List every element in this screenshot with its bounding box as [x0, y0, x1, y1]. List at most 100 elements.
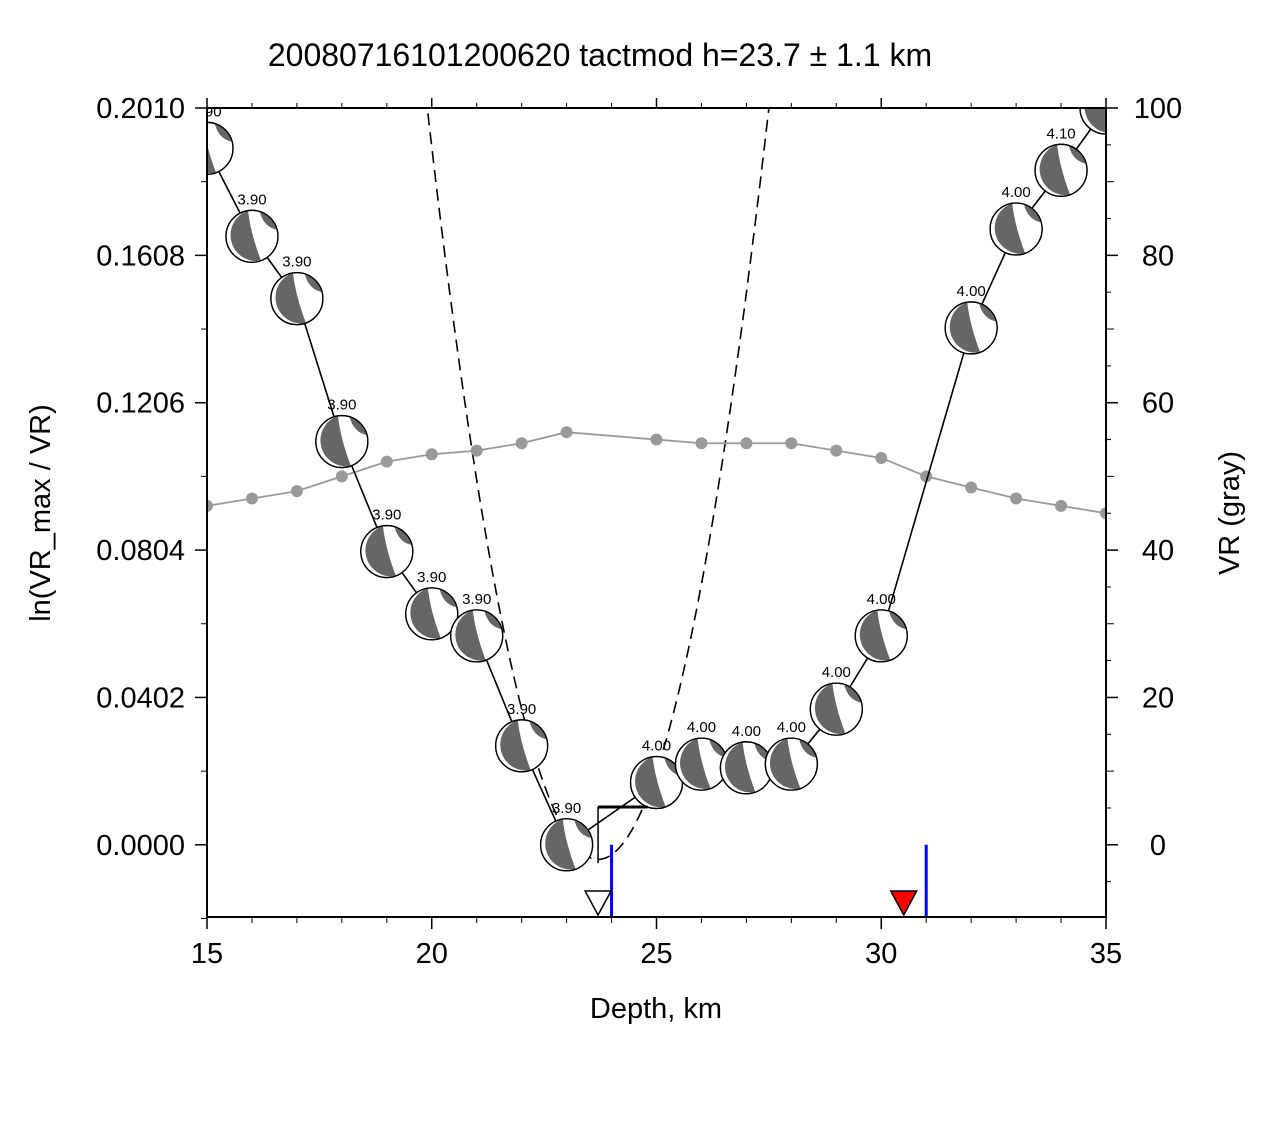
vr-point: [785, 437, 798, 450]
beachball: 4.00: [989, 184, 1043, 256]
magnitude-label: 3.90: [552, 800, 581, 817]
x-tick-label: 20: [416, 938, 448, 970]
misfit-series: 3.90 3.90 3.90 3.90 3.90 3.90 3.90 3.90 3.90 4.00…: [192, 103, 1106, 872]
beachball-border: [764, 737, 818, 791]
y-tick-label-left: 0.1206: [96, 388, 185, 420]
y-tick-label-left: 0.1608: [96, 240, 185, 272]
best-depth-triangle: [583, 890, 613, 917]
magnitude-label: 3.90: [507, 701, 536, 718]
beachball-quadrant: [680, 738, 711, 789]
beachball-quadrant: [259, 211, 278, 230]
beachball: 3.90: [495, 701, 549, 773]
beachball-quadrant: [574, 820, 592, 839]
beachball-border: [854, 609, 908, 663]
beachball: 4.00: [809, 664, 863, 736]
beachball: 4.00: [854, 591, 908, 663]
beachball-quadrant: [545, 819, 576, 870]
beachball: 4.00: [719, 723, 774, 795]
magnitude-label: 4.00: [822, 664, 851, 681]
beachball-quadrant: [844, 684, 862, 703]
magnitude-label: 3.90: [417, 569, 446, 586]
beachball: 3.90: [360, 507, 414, 579]
beachball: 3.90: [270, 254, 324, 326]
magnitude-label: 4.00: [1001, 184, 1030, 201]
beachball-quadrant: [635, 756, 666, 808]
vr-point: [290, 485, 303, 498]
beachball-border: [360, 524, 414, 579]
beachball: 4.00: [674, 719, 729, 791]
vr-series: [207, 426, 1106, 520]
beachball-quadrant: [214, 123, 233, 142]
vr-point: [425, 448, 438, 461]
beachball: 3.90: [192, 103, 234, 175]
x-tick-label: 30: [865, 938, 897, 970]
depth-markers: [583, 805, 928, 917]
beachball-quadrant: [304, 273, 323, 293]
beachball-quadrant: [1039, 144, 1071, 196]
beachball-quadrant: [230, 210, 262, 262]
beachball: 4.10: [1034, 125, 1088, 197]
x-tick-label: 25: [640, 938, 672, 970]
beachball-border: [495, 719, 549, 773]
beachball-border: [809, 682, 863, 736]
beachball-border: [539, 818, 594, 872]
vr-point: [830, 444, 843, 457]
y-tick-label-right: 80: [1142, 240, 1174, 272]
magnitude-label: 4.00: [732, 723, 761, 740]
magnitude-label: 3.90: [372, 507, 401, 524]
magnitude-label: 4.00: [687, 719, 716, 736]
beachball-quadrant: [949, 302, 981, 353]
beachball-quadrant: [889, 611, 907, 630]
beachball: 4.00: [764, 719, 818, 791]
beachball: 3.90: [539, 800, 594, 872]
beachball-quadrant: [799, 739, 817, 758]
beachball-quadrant: [859, 610, 891, 661]
beachball-border: [989, 202, 1043, 256]
beachball-quadrant: [1023, 204, 1042, 223]
beachball: 4.00: [944, 283, 998, 355]
beachball-quadrant: [275, 272, 306, 324]
y-tick-label-left: 0.2010: [96, 93, 185, 125]
chart-title: 20080716101200620 tactmod h=23.7 ± 1.1 k…: [268, 37, 932, 73]
beachball-quadrant: [455, 610, 486, 661]
y-tick-label-right: 40: [1142, 535, 1174, 567]
magnitude-label: 3.90: [462, 591, 491, 608]
beachball: 3.90: [225, 191, 279, 263]
vr-point: [965, 481, 978, 494]
magnitude-label: 4.00: [777, 719, 806, 736]
y-tick-label-left: 0.0804: [96, 535, 185, 567]
beachball-border: [1034, 143, 1088, 197]
magnitude-label: 4.00: [642, 737, 671, 754]
vr-point: [875, 451, 888, 464]
vr-point: [335, 470, 348, 483]
beachball-quadrant: [769, 738, 801, 789]
vr-point: [740, 437, 753, 450]
beachball-border: [207, 121, 234, 175]
beachball: 4.00: [629, 737, 684, 810]
beachball-border: [405, 587, 459, 641]
y-tick-label-right: 20: [1142, 682, 1174, 714]
magnitude-label: 3.90: [282, 254, 311, 271]
beachball-border: [944, 301, 998, 355]
beachball-quadrant: [724, 742, 756, 793]
beachball-border: [450, 609, 504, 663]
vr-line: [207, 431, 1106, 515]
x-tick-label: 15: [191, 938, 223, 970]
beachball-quadrant: [207, 144, 217, 174]
y-tick-label-right: 100: [1134, 93, 1182, 125]
y-axis-label-left: ln(VR_max / VR): [25, 404, 57, 622]
beachball-quadrant: [320, 415, 351, 467]
beachball-quadrant: [500, 720, 531, 771]
vr-point: [650, 433, 663, 446]
beachball-quadrant: [814, 683, 846, 734]
vr-point: [207, 499, 213, 512]
beachball: 3.90: [405, 569, 459, 641]
vr-point: [1100, 507, 1106, 520]
y-tick-label-left: 0.0402: [96, 682, 185, 714]
beachball-quadrant: [978, 303, 997, 322]
beachball-border: [270, 271, 324, 326]
vr-point: [245, 492, 258, 505]
y-tick-label-right: 60: [1142, 388, 1174, 420]
magnitude-label: 3.90: [192, 103, 221, 120]
